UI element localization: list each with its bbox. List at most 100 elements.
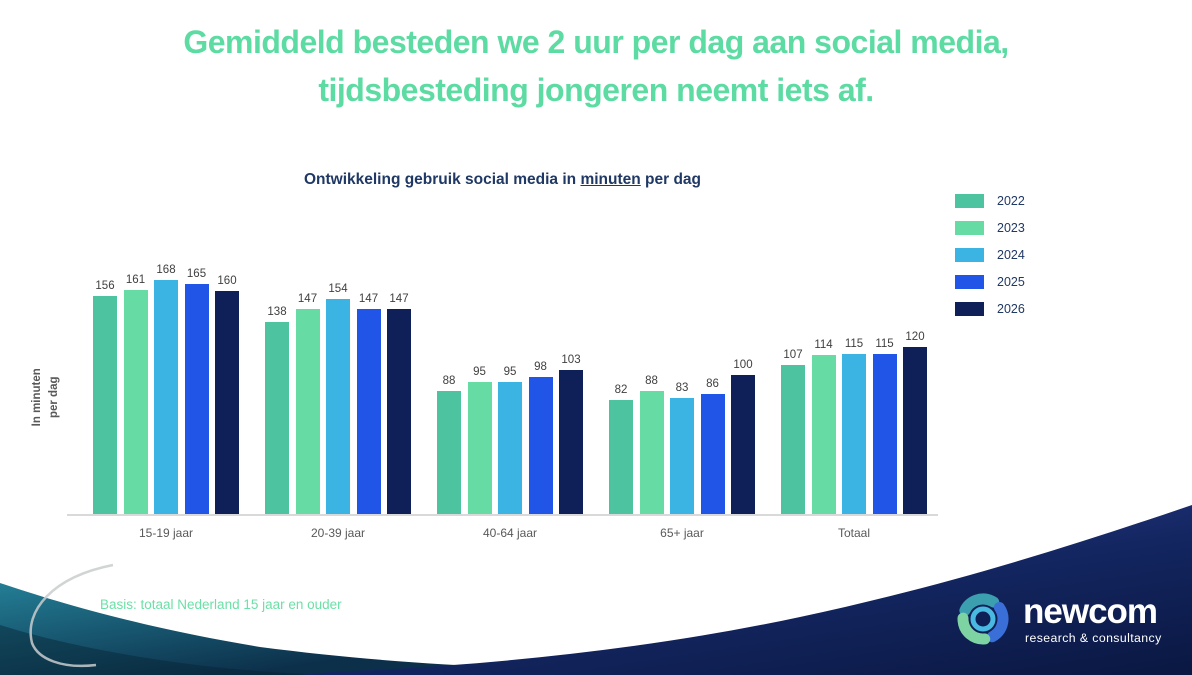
bar-value-label: 161: [125, 274, 146, 286]
bar-2026-20-39-jaar: [387, 309, 411, 514]
bar-value-label: 103: [561, 354, 581, 366]
bar-value-label: 115: [844, 338, 864, 350]
newcom-logo-text: newcom research & consultancy: [1023, 594, 1162, 644]
bar-2022-40-64-jaar: [437, 391, 461, 514]
wave-swoosh-line: [29, 563, 114, 668]
wave-navy-shape: [300, 505, 1192, 675]
chart-title-prefix: Ontwikkeling gebruik social media in: [303, 171, 581, 188]
bar-cell: 115: [872, 338, 897, 514]
bar-cell: 88: [437, 375, 461, 514]
bar-cell: 160: [215, 275, 239, 514]
bar-cell: 88: [639, 375, 664, 514]
x-axis-label-20-39-jaar: 20-39 jaar: [310, 526, 366, 540]
newcom-logo-tagline: research & consultancy: [1025, 630, 1162, 645]
bar-cell: 83: [670, 382, 694, 514]
bar-group-65+-jaar: 82 88 83 86 100: [609, 359, 755, 514]
slide-title-line2: tijdsbesteding jongeren neemt iets af.: [318, 72, 874, 108]
bar-cell: 154: [326, 283, 350, 514]
bar-2023-65+-jaar: [639, 391, 664, 514]
legend-swatch-2023: [955, 221, 984, 235]
bar-2024-65+-jaar: [670, 398, 694, 514]
wave-teal-shape: [0, 583, 700, 675]
chart-title: Ontwikkeling gebruik social media in min…: [67, 171, 938, 189]
legend-row-2023: 2023: [955, 221, 1025, 235]
bar-2023-15-19-jaar: [123, 290, 148, 514]
bar-cell: 138: [265, 306, 289, 514]
newcom-logo: newcom research & consultancy: [956, 592, 1162, 646]
bar-cell: 165: [184, 268, 209, 514]
bar-cell: 147: [295, 293, 320, 514]
bar-value-label: 95: [473, 366, 486, 378]
bar-cell: 114: [811, 339, 836, 514]
bar-cell: 156: [93, 280, 117, 514]
bar-value-label: 98: [534, 361, 547, 373]
bar-cell: 98: [528, 361, 553, 514]
legend-row-2022: 2022: [955, 194, 1025, 208]
legend-swatch-2024: [955, 248, 984, 262]
bar-cell: 95: [467, 366, 492, 514]
bar-value-label: 83: [675, 382, 689, 394]
bar-2023-20-39-jaar: [295, 309, 320, 514]
bar-2026-Totaal: [903, 347, 927, 514]
bar-value-label: 120: [905, 331, 925, 343]
bar-value-label: 147: [389, 293, 409, 305]
legend-label-2026: 2026: [997, 302, 1025, 316]
bar-cell: 147: [356, 293, 381, 514]
y-axis-label: In minuten per dag: [29, 337, 64, 457]
bar-value-label: 95: [503, 366, 517, 378]
bar-value-label: 147: [297, 293, 318, 305]
bar-2022-Totaal: [781, 365, 805, 514]
bar-cell: 103: [559, 354, 583, 514]
bar-2025-40-64-jaar: [528, 377, 553, 514]
bar-group-Totaal: 107 114 115 115 120: [781, 331, 927, 514]
legend-row-2024: 2024: [955, 248, 1025, 262]
bar-value-label: 88: [442, 375, 456, 387]
y-axis-label-line1: In minuten: [30, 368, 43, 427]
bar-cell: 95: [498, 366, 522, 514]
bar-cell: 100: [731, 359, 755, 514]
bar-group-20-39-jaar: 138 147 154 147 147: [265, 283, 411, 514]
bar-value-label: 138: [267, 306, 287, 318]
legend-label-2023: 2023: [997, 221, 1025, 235]
legend-label-2025: 2025: [997, 275, 1025, 289]
x-axis-label-65+-jaar: 65+ jaar: [660, 526, 704, 540]
plot-area: 156 161 168 165 160 138 147 154 147 147 88 95 95 98 10…: [67, 264, 938, 514]
x-axis-labels: 15-19 jaar 20-39 jaar 40-64 jaar 65+ jaar To…: [67, 526, 938, 546]
legend-swatch-2026: [955, 302, 984, 316]
bar-cell: 82: [609, 384, 633, 514]
legend-swatch-2025: [955, 275, 984, 289]
legend: 2022 2023 2024 2025 2026: [955, 194, 1025, 329]
bar-cell: 120: [903, 331, 927, 514]
legend-swatch-2022: [955, 194, 984, 208]
bar-2022-20-39-jaar: [265, 322, 289, 514]
bar-value-label: 160: [217, 275, 237, 287]
bar-2025-15-19-jaar: [184, 284, 209, 514]
bar-value-label: 86: [706, 378, 719, 390]
bar-value-label: 82: [614, 384, 628, 396]
x-axis-label-Totaal: Totaal: [837, 526, 871, 540]
bar-cell: 107: [781, 349, 805, 514]
x-axis-label-40-64-jaar: 40-64 jaar: [482, 526, 538, 540]
wave-teal-shadow: [0, 625, 330, 675]
chart-title-underlined: minuten: [580, 171, 641, 188]
bar-2024-20-39-jaar: [326, 299, 350, 514]
newcom-logo-name: newcom: [1023, 591, 1158, 631]
bar-value-label: 165: [186, 268, 207, 280]
bar-2022-65+-jaar: [609, 400, 633, 514]
bar-2025-65+-jaar: [700, 394, 725, 514]
y-axis-label-line2: per dag: [48, 376, 60, 419]
bar-cell: 161: [123, 274, 148, 514]
legend-row-2025: 2025: [955, 275, 1025, 289]
legend-label-2022: 2022: [997, 194, 1025, 208]
bar-value-label: 147: [358, 293, 379, 305]
bar-2024-15-19-jaar: [154, 280, 178, 514]
bar-value-label: 100: [733, 359, 753, 371]
bar-2025-Totaal: [872, 354, 897, 514]
bar-cell: 168: [154, 264, 178, 514]
bar-2023-Totaal: [811, 355, 836, 514]
newcom-logo-icon: [957, 593, 1009, 645]
slide-title: Gemiddeld besteden we 2 uur per dag aan …: [0, 18, 1192, 114]
bar-2026-40-64-jaar: [559, 370, 583, 514]
chart-title-suffix: per dag: [640, 171, 702, 188]
